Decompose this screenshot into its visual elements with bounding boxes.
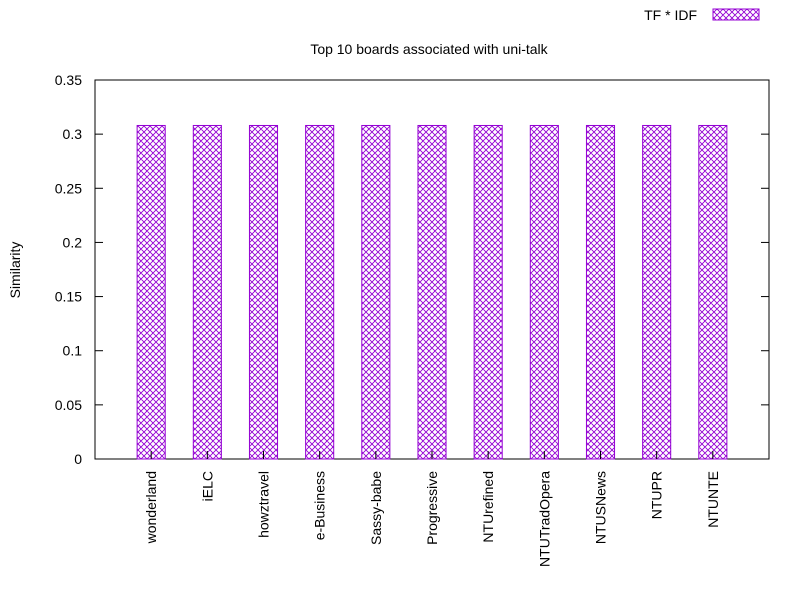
bars: [136, 124, 728, 460]
bar: [473, 124, 503, 460]
bar: [305, 124, 335, 460]
y-tick-label: 0.2: [63, 234, 83, 250]
y-axis-ticks: 0 0.05 0.1 0.15 0.2 0.25 0.3 0.35: [55, 72, 769, 467]
x-axis-tick-labels: wonderland iELC howztravel e-Business Sassy-…: [143, 451, 721, 567]
x-tick-label: NTUTradOpera: [536, 471, 552, 567]
y-tick-label: 0.1: [63, 343, 83, 359]
y-tick-label: 0.25: [55, 180, 82, 196]
chart-title: Top 10 boards associated with uni-talk: [310, 41, 548, 57]
x-tick-label: wonderland: [143, 471, 159, 544]
y-tick-label: 0: [74, 451, 82, 467]
legend-label: TF * IDF: [644, 7, 697, 23]
bar: [585, 124, 616, 460]
y-tick-label: 0.35: [55, 72, 82, 88]
legend-swatch: [712, 8, 760, 21]
x-tick-label: NTUPR: [649, 471, 665, 519]
x-tick-label: NTUSNews: [593, 471, 609, 544]
x-tick-label: howztravel: [256, 471, 272, 538]
bar: [248, 124, 279, 460]
bar: [529, 124, 559, 460]
x-tick-label: NTUNTE: [705, 471, 721, 528]
x-tick-label: NTUrefined: [480, 471, 496, 543]
bar: [192, 124, 222, 460]
x-tick-label: Sassy-babe: [368, 471, 384, 545]
bar: [698, 124, 728, 460]
y-tick-label: 0.15: [55, 289, 82, 305]
bar: [136, 124, 166, 460]
x-tick-label: Progressive: [424, 471, 440, 545]
bar: [361, 124, 391, 460]
y-tick-label: 0.05: [55, 397, 82, 413]
bar: [417, 124, 447, 460]
x-tick-label: iELC: [199, 471, 215, 501]
y-tick-label: 0.3: [63, 126, 83, 142]
x-tick-label: e-Business: [312, 471, 328, 540]
y-axis-label: Similarity: [7, 242, 23, 299]
legend: TF * IDF: [644, 7, 760, 23]
bar: [642, 124, 672, 460]
